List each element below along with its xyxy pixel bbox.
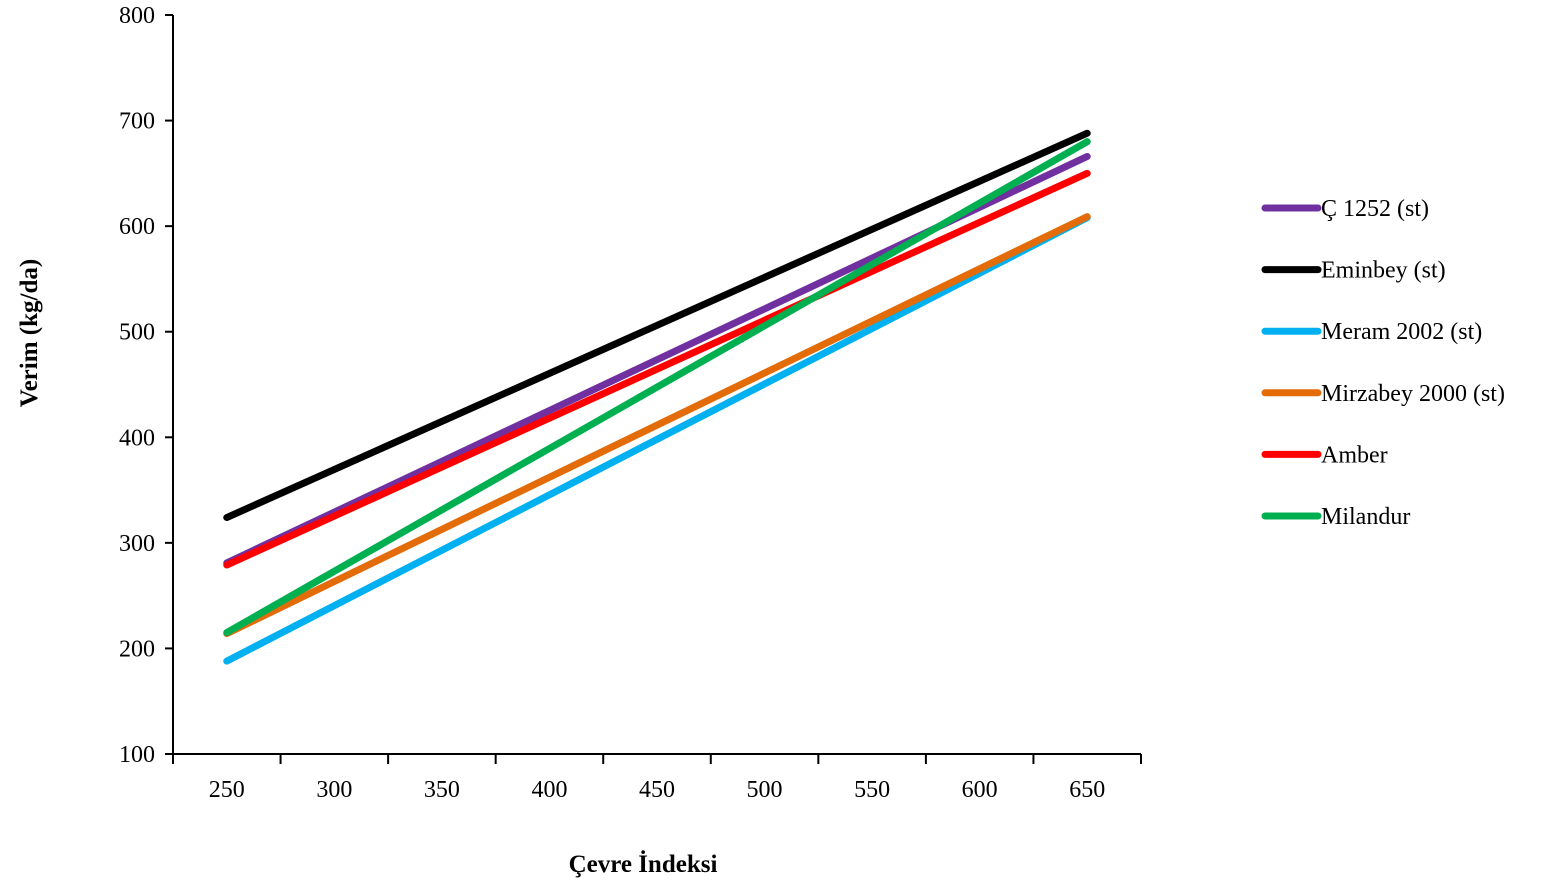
plot-lines	[223, 129, 1091, 665]
x-tick-label: 300	[316, 777, 352, 803]
x-ticks: 250 300 350 400 450 500 550 600 650	[172, 754, 1142, 803]
y-ticks: 100 200 300 400 500 600 700 800	[119, 3, 173, 768]
x-tick-label: 450	[639, 777, 675, 803]
x-tick-label: 250	[209, 777, 245, 803]
x-tick-label: 500	[747, 777, 783, 803]
legend-label: Amber	[1321, 442, 1388, 468]
axes	[172, 15, 1141, 755]
legend-label: Milandur	[1321, 504, 1410, 530]
x-tick-label: 600	[962, 777, 998, 803]
y-tick-label: 400	[119, 425, 155, 451]
legend-item: Mirzabey 2000 (st)	[1261, 381, 1505, 407]
y-tick-label: 300	[119, 531, 155, 557]
y-axis-title: Verim (kg/da)	[16, 259, 43, 407]
y-tick-label: 100	[119, 742, 155, 768]
legend: Ç 1252 (st) Eminbey (st) Meram 2002 (st) Mi…	[1261, 196, 1505, 530]
x-tick-label: 350	[424, 777, 460, 803]
series-line-6	[223, 138, 1091, 637]
legend-item: Milandur	[1261, 504, 1410, 530]
series-line-3	[223, 214, 1091, 665]
x-tick-label: 400	[531, 777, 567, 803]
legend-item: Ç 1252 (st)	[1261, 196, 1429, 222]
y-tick-label: 500	[119, 320, 155, 346]
series-line-2	[223, 129, 1091, 522]
legend-item: Amber	[1261, 442, 1388, 468]
y-tick-label: 200	[119, 636, 155, 662]
legend-label: Meram 2002 (st)	[1321, 319, 1482, 345]
x-tick-label: 550	[854, 777, 890, 803]
series-line-5	[223, 169, 1091, 569]
y-tick-label: 800	[119, 3, 155, 29]
legend-label: Eminbey (st)	[1321, 258, 1446, 284]
x-tick-label: 650	[1069, 777, 1105, 803]
series-line-4	[223, 213, 1091, 638]
legend-label: Mirzabey 2000 (st)	[1321, 381, 1505, 407]
y-tick-label: 600	[119, 214, 155, 240]
x-axis-title: Çevre İndeksi	[569, 850, 718, 878]
legend-label: Ç 1252 (st)	[1321, 196, 1429, 222]
legend-item: Meram 2002 (st)	[1261, 319, 1482, 345]
y-tick-label: 700	[119, 109, 155, 135]
legend-item: Eminbey (st)	[1261, 258, 1446, 284]
